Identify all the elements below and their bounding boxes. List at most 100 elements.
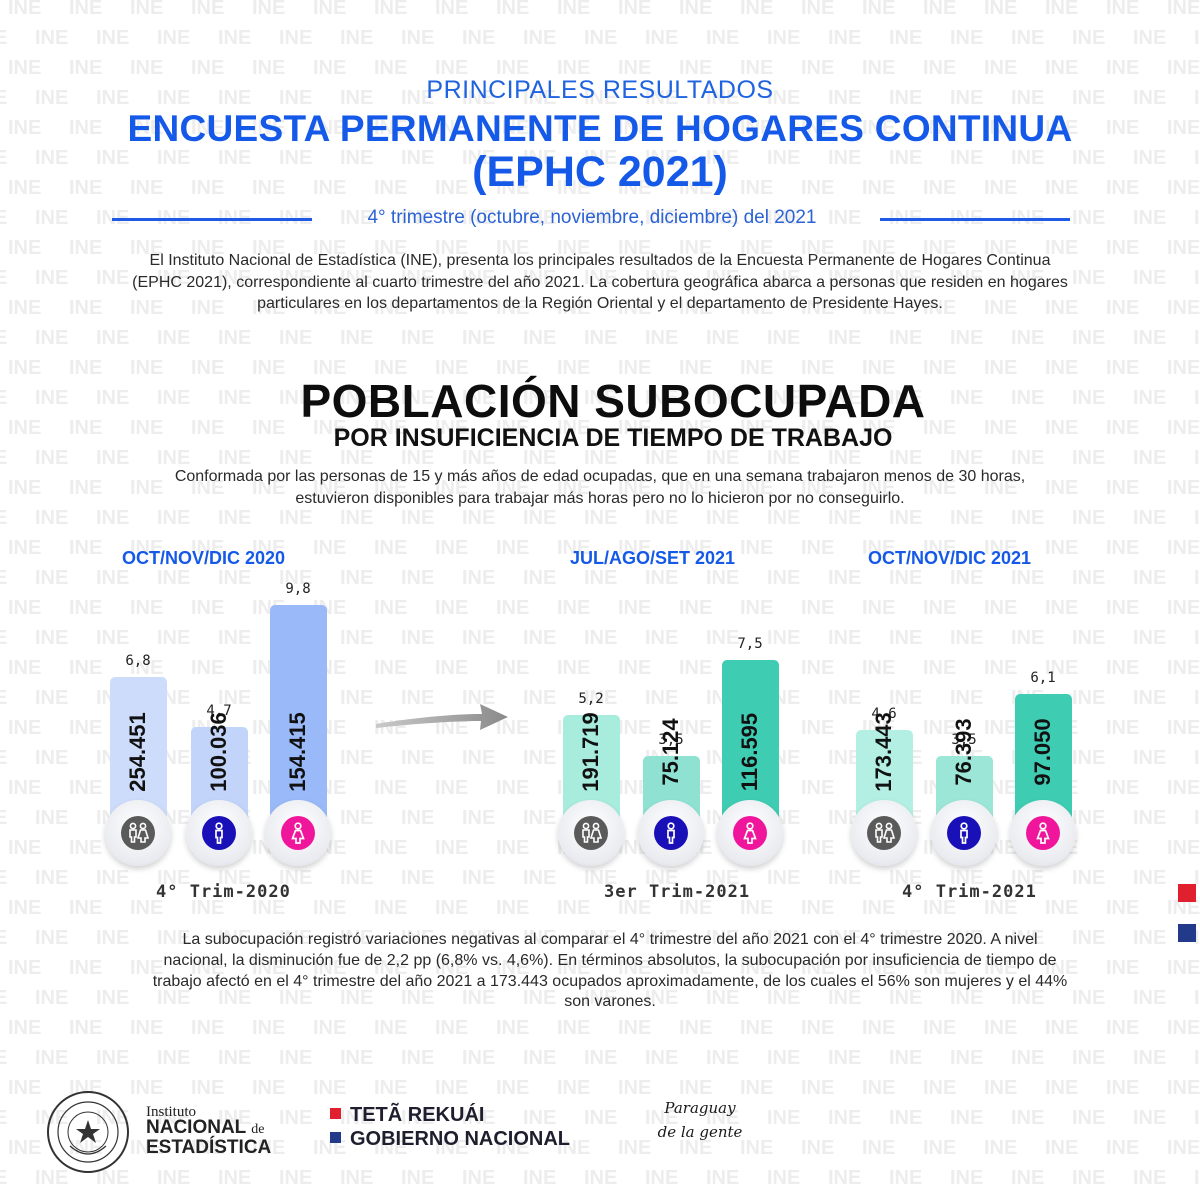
watermark-text: INE bbox=[645, 507, 678, 529]
watermark-text: INE bbox=[401, 1047, 434, 1069]
watermark-text: INE bbox=[218, 1167, 251, 1189]
male-badge bbox=[638, 800, 704, 866]
main-title: ENCUESTA PERMANENTE DE HOGARES CONTINUA bbox=[127, 108, 1073, 149]
watermark-text: INE bbox=[801, 537, 834, 559]
watermark-text: INE bbox=[401, 387, 434, 409]
watermark-text: INE bbox=[1133, 1167, 1166, 1189]
watermark-text: INE bbox=[96, 867, 129, 889]
watermark-text: INE bbox=[740, 477, 773, 499]
rate-label: 3,5 bbox=[658, 732, 684, 748]
watermark-text: INE bbox=[923, 417, 956, 439]
watermark-text: INE bbox=[923, 897, 956, 919]
watermark-text: INE bbox=[1106, 777, 1139, 799]
watermark-text: INE bbox=[618, 177, 651, 199]
edge-red-square bbox=[1178, 884, 1196, 902]
watermark-text: INE bbox=[401, 747, 434, 769]
watermark-text: INE bbox=[1106, 1137, 1139, 1159]
watermark-text: INE bbox=[645, 447, 678, 469]
watermark-text: INE bbox=[157, 387, 190, 409]
watermark-text: INE bbox=[584, 387, 617, 409]
watermark-text: INE bbox=[828, 927, 861, 949]
watermark-text: INE bbox=[584, 87, 617, 109]
watermark-text: INE bbox=[218, 147, 251, 169]
rate-label: 6,8 bbox=[125, 652, 151, 669]
watermark-text: INE bbox=[191, 657, 224, 679]
watermark-text: INE bbox=[313, 477, 346, 499]
watermark-text: INE bbox=[767, 267, 800, 289]
watermark-text: INE bbox=[618, 477, 651, 499]
watermark-text: INE bbox=[496, 717, 529, 739]
watermark-text: INE bbox=[130, 897, 163, 919]
watermark-text: INE bbox=[435, 717, 468, 739]
watermark-text: INE bbox=[584, 1167, 617, 1189]
watermark-text: INE bbox=[1106, 957, 1139, 979]
watermark-text: INE bbox=[8, 417, 41, 439]
people-badge bbox=[851, 800, 917, 866]
watermark-text: INE bbox=[889, 147, 922, 169]
watermark-text: INE bbox=[1072, 987, 1105, 1009]
watermark-text: INE bbox=[767, 447, 800, 469]
watermark-text: INE bbox=[435, 657, 468, 679]
watermark-text: INE bbox=[740, 0, 773, 19]
watermark-text: INE bbox=[8, 237, 41, 259]
watermark-text: INE bbox=[618, 417, 651, 439]
watermark-text: INE bbox=[462, 1047, 495, 1069]
watermark-text: INE bbox=[1194, 1047, 1200, 1069]
watermark-text: INE bbox=[252, 357, 285, 379]
watermark-text: INE bbox=[557, 1077, 590, 1099]
watermark-text: INE bbox=[740, 57, 773, 79]
watermark-text: INE bbox=[523, 27, 556, 49]
watermark-text: INE bbox=[767, 507, 800, 529]
watermark-text: INE bbox=[1133, 87, 1166, 109]
watermark-text: INE bbox=[8, 957, 41, 979]
watermark-text: INE bbox=[706, 867, 739, 889]
watermark-text: INE bbox=[130, 0, 163, 19]
watermark-text: INE bbox=[950, 1047, 983, 1069]
watermark-text: INE bbox=[435, 177, 468, 199]
watermark-text: INE bbox=[1072, 747, 1105, 769]
watermark-text: INE bbox=[679, 297, 712, 319]
watermark-text: INE bbox=[706, 87, 739, 109]
watermark-text: INE bbox=[1072, 687, 1105, 709]
watermark-text: INE bbox=[374, 897, 407, 919]
watermark-text: INE bbox=[801, 117, 834, 139]
watermark-text: INE bbox=[374, 357, 407, 379]
watermark-text: INE bbox=[1133, 687, 1166, 709]
watermark-text: INE bbox=[557, 117, 590, 139]
watermark-text: INE bbox=[96, 1047, 129, 1069]
watermark-text: INE bbox=[679, 1017, 712, 1039]
watermark-text: INE bbox=[679, 657, 712, 679]
watermark-text: INE bbox=[157, 927, 190, 949]
watermark-text: INE bbox=[435, 1077, 468, 1099]
watermark-text: INE bbox=[1194, 627, 1200, 649]
watermark-text: INE bbox=[584, 1107, 617, 1129]
watermark-text: INE bbox=[1045, 1137, 1078, 1159]
watermark-text: INE bbox=[950, 687, 983, 709]
subtitle-rule-left bbox=[112, 218, 312, 221]
watermark-text: INE bbox=[523, 927, 556, 949]
watermark-text: INE bbox=[69, 657, 102, 679]
watermark-text: INE bbox=[1072, 1167, 1105, 1189]
watermark-text: INE bbox=[462, 627, 495, 649]
gov-logo-text2: GOBIERNO NACIONAL bbox=[350, 1128, 570, 1150]
watermark-text: INE bbox=[828, 87, 861, 109]
watermark-text: INE bbox=[157, 1047, 190, 1069]
watermark-text: INE bbox=[1167, 0, 1200, 19]
watermark-text: INE bbox=[950, 27, 983, 49]
watermark-text: INE bbox=[157, 27, 190, 49]
watermark-text: INE bbox=[340, 567, 373, 589]
watermark-text: INE bbox=[69, 117, 102, 139]
watermark-text: INE bbox=[862, 1017, 895, 1039]
gov-logo-line2: GOBIERNO NACIONAL bbox=[330, 1128, 570, 1151]
watermark-text: INE bbox=[218, 927, 251, 949]
watermark-text: INE bbox=[1045, 477, 1078, 499]
male-badge bbox=[186, 800, 252, 866]
watermark-text: INE bbox=[462, 1167, 495, 1189]
watermark-text: INE bbox=[1194, 507, 1200, 529]
watermark-text: INE bbox=[8, 897, 41, 919]
watermark-text: INE bbox=[523, 747, 556, 769]
watermark-text: INE bbox=[1045, 537, 1078, 559]
watermark-text: INE bbox=[218, 627, 251, 649]
watermark-text: INE bbox=[496, 57, 529, 79]
watermark-text: INE bbox=[923, 177, 956, 199]
